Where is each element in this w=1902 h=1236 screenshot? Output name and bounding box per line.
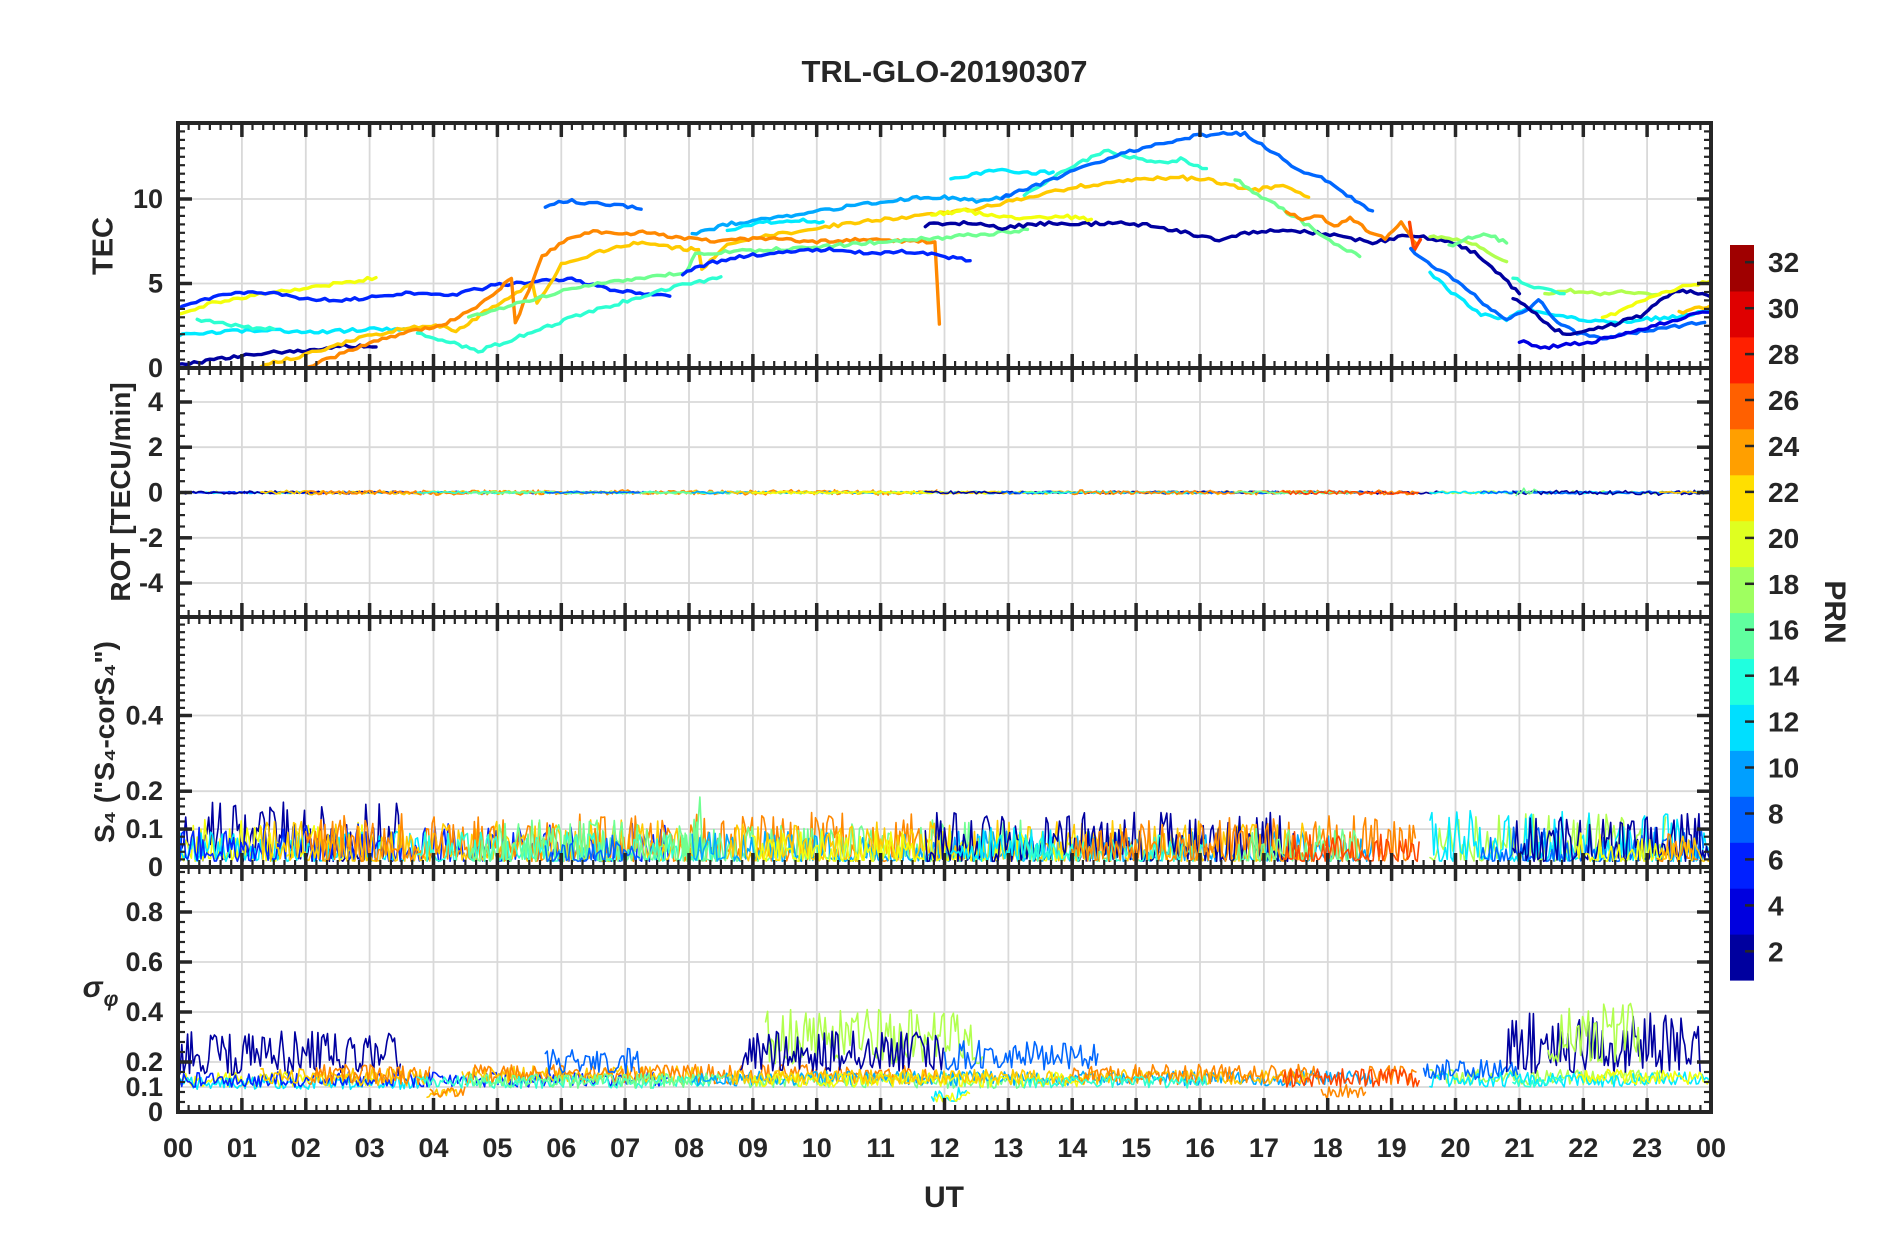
rot-ylabel: ROT [TECU/min] <box>105 382 136 602</box>
colorbar-tick-label: 10 <box>1768 753 1799 784</box>
s4-series <box>178 796 1711 863</box>
colorbar-band <box>1730 474 1754 522</box>
x-tick-label: 04 <box>418 1133 448 1163</box>
x-tick-labels: 00 01 02 03 04 05 06 07 08 09 10 11 12 13 14 15 16 17 18 19… <box>163 1133 1726 1163</box>
y-tick-label: 4 <box>148 387 163 417</box>
y-tick-label: 0.2 <box>125 1047 163 1077</box>
x-tick-label: 12 <box>929 1133 959 1163</box>
colorbar-band <box>1730 796 1754 843</box>
sigma-symbol: σ <box>82 971 103 1004</box>
x-tick-label: 13 <box>993 1133 1023 1163</box>
chart-title: TRL-GLO-20190307 <box>801 54 1088 89</box>
y-tick-label: -4 <box>139 568 163 598</box>
colorbar-band <box>1730 842 1754 889</box>
colorbar-band <box>1730 612 1754 659</box>
x-tick-label: 16 <box>1185 1133 1215 1163</box>
colorbar-band <box>1730 245 1754 292</box>
grid-lines <box>178 123 1711 1112</box>
colorbar-tick-label: 26 <box>1768 385 1799 416</box>
x-tick-label: 01 <box>227 1133 257 1163</box>
colorbar-tick-label: 24 <box>1768 431 1800 462</box>
x-tick-label: 14 <box>1057 1133 1087 1163</box>
x-tick-label: 18 <box>1313 1133 1343 1163</box>
sigma-phi-series <box>178 1002 1711 1103</box>
y-tick-label: 0.6 <box>125 947 163 977</box>
colorbar-band <box>1730 888 1754 935</box>
colorbar-tick-label: 22 <box>1768 477 1799 508</box>
s4-ylabel: S₄ ("S₄-corS₄") <box>89 641 120 843</box>
colorbar-band <box>1730 336 1754 384</box>
x-tick-label: 00 <box>1696 1133 1726 1163</box>
tec-ylabel: TEC <box>87 217 120 275</box>
colorbar-band <box>1730 290 1754 338</box>
y-tick-label: 0.1 <box>125 814 163 844</box>
colorbar-label: PRN <box>1818 580 1851 644</box>
rot-series <box>178 487 1711 497</box>
colorbar-band <box>1730 382 1754 430</box>
colorbar-tick-label: 8 <box>1768 799 1784 830</box>
colorbar-tick-label: 28 <box>1768 339 1799 370</box>
y-tick-label: 5 <box>148 269 163 299</box>
colorbar-tick-label: 30 <box>1768 293 1799 324</box>
x-tick-label: 11 <box>866 1133 895 1163</box>
y-tick-label: 0 <box>148 478 163 508</box>
x-tick-label: 10 <box>802 1133 832 1163</box>
colorbar-tick-label: 12 <box>1768 707 1799 738</box>
x-tick-label: 02 <box>291 1133 321 1163</box>
colorbar-tick-label: 32 <box>1768 247 1799 278</box>
y-tick-label: 0 <box>148 852 163 882</box>
x-tick-label: 22 <box>1568 1133 1598 1163</box>
y-tick-label: 0.1 <box>125 1072 163 1102</box>
x-tick-label: 08 <box>674 1133 704 1163</box>
y-tick-label: 0.4 <box>125 701 163 731</box>
axes-borders-ticks <box>176 121 1713 1114</box>
colorbar-band <box>1730 566 1754 614</box>
colorbar-tick-label: 6 <box>1768 844 1784 875</box>
y-tick-label: 0.8 <box>125 897 163 927</box>
y-tick-label: -2 <box>139 523 163 553</box>
x-tick-label: 09 <box>738 1133 768 1163</box>
colorbar-band <box>1730 520 1754 568</box>
colorbar-tick-label: 18 <box>1768 569 1799 600</box>
colorbar-tick-label: 20 <box>1768 523 1799 554</box>
x-tick-label: 19 <box>1377 1133 1407 1163</box>
x-tick-label: 07 <box>610 1133 640 1163</box>
y-tick-label: 0.4 <box>125 997 163 1027</box>
x-axis-label: UT <box>924 1181 964 1214</box>
x-tick-label: 06 <box>546 1133 576 1163</box>
colorbar-tick-label: 14 <box>1768 661 1800 692</box>
x-tick-label: 00 <box>163 1133 193 1163</box>
phi-subscript: φ <box>103 988 119 1011</box>
x-tick-label: 23 <box>1632 1133 1662 1163</box>
colorbar-band <box>1730 428 1754 476</box>
colorbar-band <box>1730 704 1754 751</box>
colorbar-tick-label: 4 <box>1768 890 1784 921</box>
colorbar-band <box>1730 934 1754 981</box>
y-tick-label: 0.2 <box>125 776 163 806</box>
sigma-phi-ylabel: σφ <box>82 971 119 1011</box>
x-tick-label: 03 <box>355 1133 385 1163</box>
y-tick-label: 0 <box>148 353 163 383</box>
x-tick-label: 20 <box>1440 1133 1470 1163</box>
x-tick-label: 17 <box>1249 1133 1279 1163</box>
colorbar-band <box>1730 658 1754 705</box>
colorbar-tick-label: 16 <box>1768 615 1799 646</box>
y-tick-label: 2 <box>148 432 163 462</box>
x-tick-label: 05 <box>482 1133 512 1163</box>
colorbar-band <box>1730 750 1754 797</box>
x-tick-label: 21 <box>1504 1133 1534 1163</box>
x-tick-label: 15 <box>1121 1133 1151 1163</box>
y-tick-label: 0 <box>148 1097 163 1127</box>
y-tick-label: 10 <box>133 184 163 214</box>
colorbar-tick-label: 2 <box>1768 936 1784 967</box>
